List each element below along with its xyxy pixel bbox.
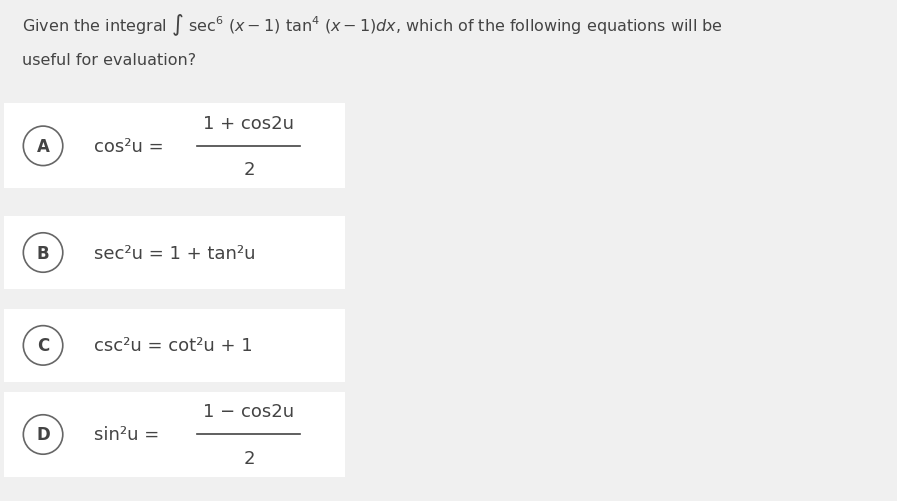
FancyBboxPatch shape bbox=[0, 213, 897, 293]
FancyBboxPatch shape bbox=[0, 100, 897, 193]
Text: 2: 2 bbox=[243, 449, 255, 466]
Ellipse shape bbox=[23, 415, 63, 454]
Ellipse shape bbox=[23, 326, 63, 365]
FancyBboxPatch shape bbox=[4, 310, 345, 382]
Text: B: B bbox=[37, 244, 49, 262]
Text: sec²u = 1 + tan²u: sec²u = 1 + tan²u bbox=[94, 244, 256, 262]
Text: 1 + cos2u: 1 + cos2u bbox=[204, 115, 294, 132]
Text: Given the integral $\int$ sec$^6$ $(x - 1)$ tan$^4$ $(x - 1)dx$, which of the fo: Given the integral $\int$ sec$^6$ $(x - … bbox=[22, 13, 723, 38]
Ellipse shape bbox=[23, 127, 63, 166]
Text: 1 − cos2u: 1 − cos2u bbox=[204, 403, 294, 420]
Text: csc²u = cot²u + 1: csc²u = cot²u + 1 bbox=[94, 337, 253, 355]
FancyBboxPatch shape bbox=[4, 104, 345, 189]
FancyBboxPatch shape bbox=[4, 217, 345, 289]
Text: sin²u =: sin²u = bbox=[94, 426, 160, 443]
Text: A: A bbox=[37, 138, 49, 155]
Text: D: D bbox=[36, 426, 50, 443]
Ellipse shape bbox=[23, 233, 63, 273]
Text: 2: 2 bbox=[243, 160, 255, 178]
FancyBboxPatch shape bbox=[4, 392, 345, 477]
FancyBboxPatch shape bbox=[0, 0, 897, 90]
FancyBboxPatch shape bbox=[0, 388, 897, 481]
Text: cos²u =: cos²u = bbox=[94, 138, 164, 155]
FancyBboxPatch shape bbox=[0, 306, 897, 386]
Text: C: C bbox=[37, 337, 49, 355]
Text: useful for evaluation?: useful for evaluation? bbox=[22, 53, 196, 68]
